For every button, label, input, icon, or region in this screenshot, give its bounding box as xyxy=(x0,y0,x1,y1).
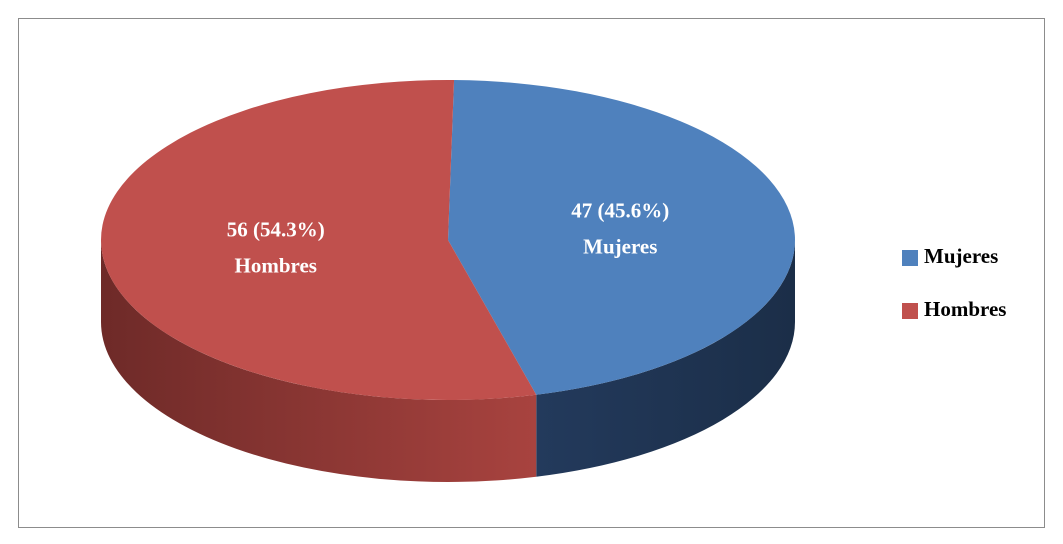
slice-side xyxy=(101,240,537,482)
slice-side xyxy=(536,240,795,477)
data-label: 47 (45.6%) xyxy=(571,198,669,222)
legend-label: Mujeres xyxy=(924,244,998,268)
slice xyxy=(448,80,795,395)
data-label: 56 (54.3%) xyxy=(227,217,325,241)
data-label-category: Mujeres xyxy=(583,234,657,258)
data-label-category: Hombres xyxy=(235,253,317,277)
legend-label: Hombres xyxy=(924,297,1006,321)
legend-swatch xyxy=(902,303,918,319)
slice xyxy=(100,79,537,401)
legend-swatch xyxy=(902,250,918,266)
